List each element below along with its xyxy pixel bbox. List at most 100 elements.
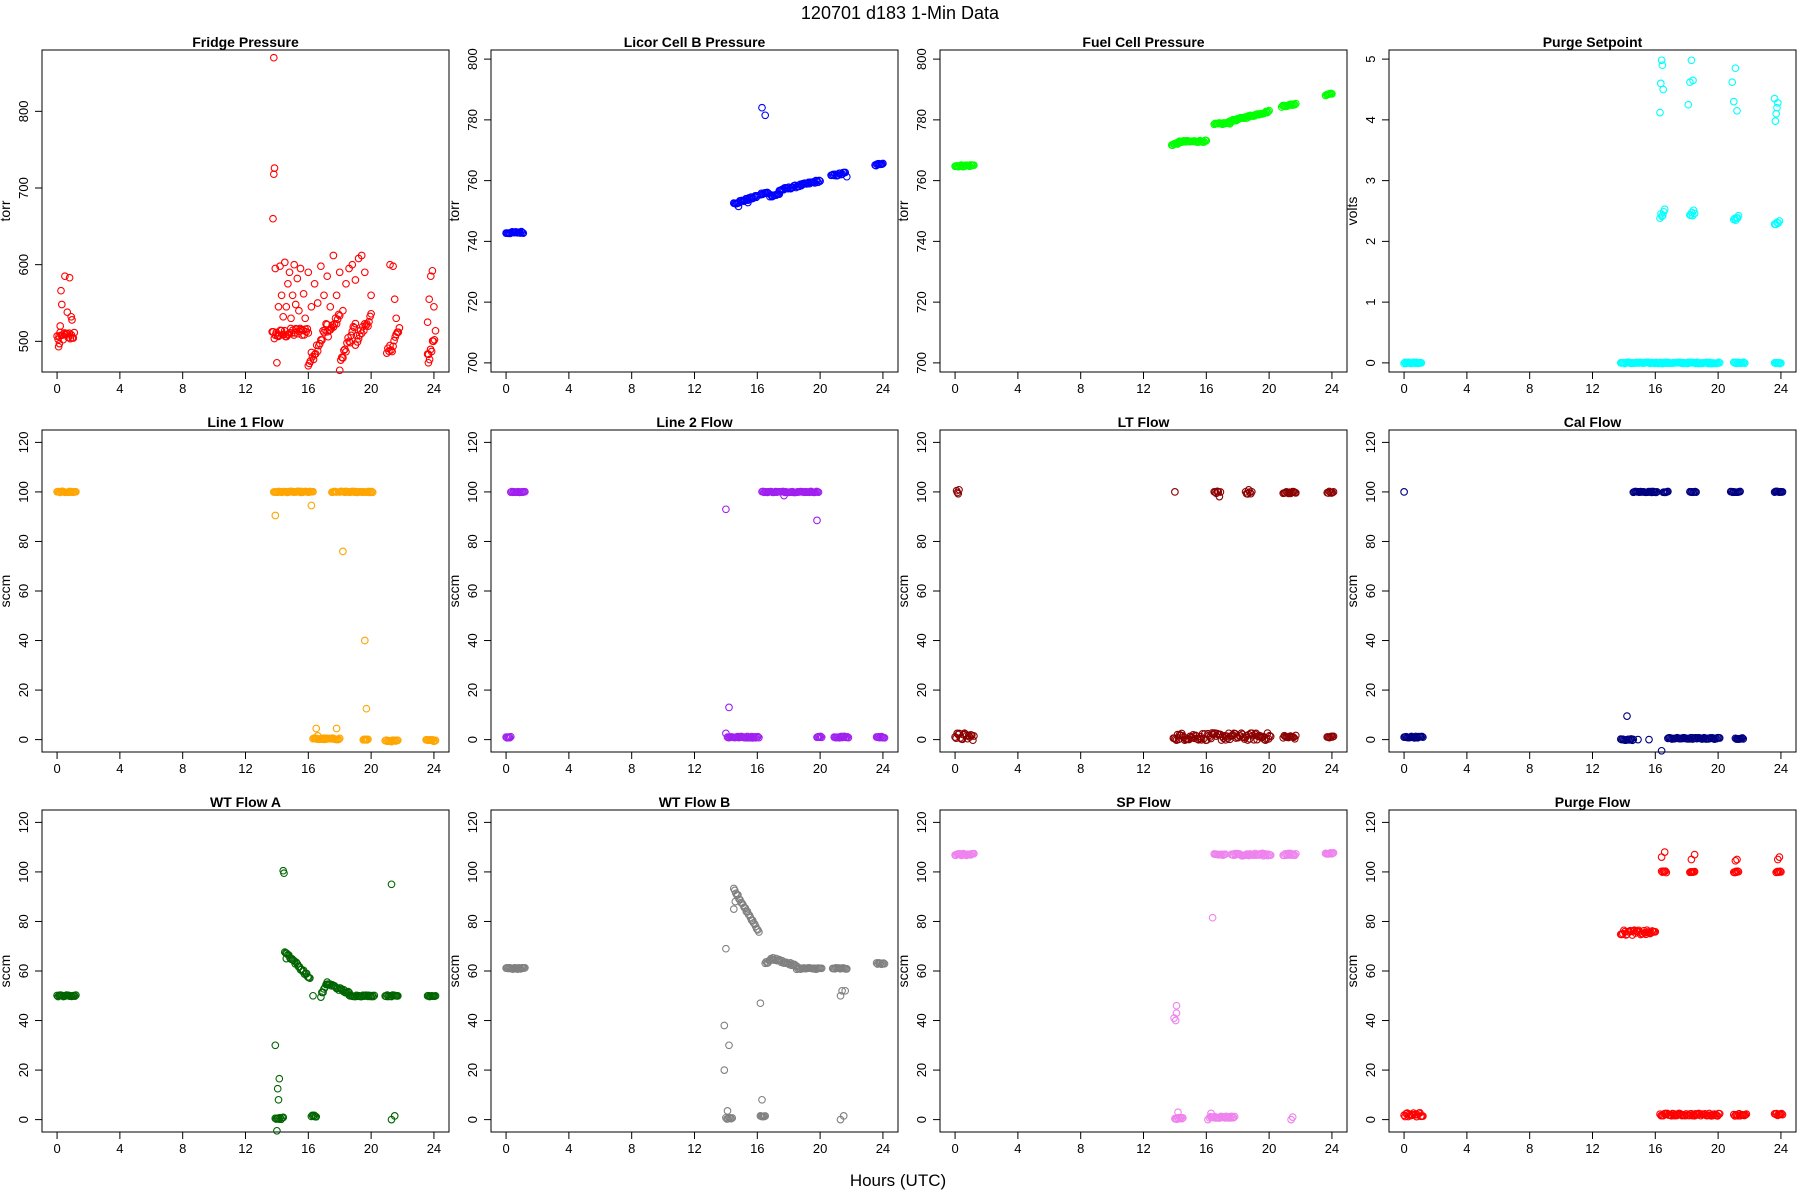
data-point [969, 736, 977, 745]
data-point [1266, 732, 1275, 741]
data-point [279, 1113, 288, 1122]
x-tick-label: 16 [1648, 761, 1662, 776]
data-point [332, 319, 341, 328]
data-point [749, 194, 758, 203]
data-point [1264, 107, 1272, 116]
y-tick-label: 40 [914, 633, 929, 647]
data-point [1221, 735, 1230, 744]
data-point [880, 959, 889, 968]
panel-title: LT Flow [1118, 414, 1170, 430]
data-point [1634, 735, 1642, 744]
data-point [521, 963, 529, 972]
data-point [720, 1021, 729, 1030]
data-point [355, 331, 364, 340]
y-tick-label: 0 [465, 736, 480, 743]
x-tick-label: 4 [1463, 761, 1470, 776]
y-tick-label: 40 [465, 1013, 480, 1027]
plot-frame [1388, 429, 1797, 753]
x-tick-label: 0 [951, 1141, 958, 1156]
y-tick-label: 80 [1363, 534, 1378, 548]
data-point [1288, 1113, 1297, 1121]
data-point [393, 736, 402, 745]
data-point [722, 729, 730, 738]
y-tick-label: 60 [1363, 964, 1378, 978]
data-point [395, 324, 404, 332]
data-point [725, 1041, 733, 1050]
data-point [1658, 61, 1667, 70]
data-point [1289, 733, 1298, 742]
panel-title: WT Flow B [659, 794, 731, 810]
data-points [502, 487, 889, 742]
x-tick-label: 8 [179, 381, 186, 396]
data-point [428, 266, 437, 275]
data-point [722, 505, 730, 514]
data-point [955, 485, 963, 494]
data-point [1172, 1009, 1181, 1017]
data-point [1773, 103, 1781, 112]
data-point [351, 276, 360, 284]
data-point [279, 312, 288, 321]
plot-frame [41, 49, 450, 373]
data-point [293, 274, 302, 283]
y-tick-label: 80 [1363, 914, 1378, 928]
y-tick-label: 0 [914, 1116, 929, 1123]
x-tick-label: 16 [750, 381, 764, 396]
y-tick-label: 60 [465, 584, 480, 598]
data-point [282, 954, 291, 963]
data-point [362, 704, 371, 713]
data-point [347, 331, 356, 340]
data-point [970, 732, 978, 740]
data-point [519, 229, 528, 238]
data-point [340, 346, 348, 355]
data-point [269, 170, 278, 179]
data-point [1265, 106, 1273, 115]
data-point [879, 159, 887, 168]
data-point [424, 358, 433, 367]
data-points [1400, 487, 1787, 755]
data-point [1202, 136, 1211, 145]
data-point [319, 988, 327, 997]
data-point [729, 905, 738, 913]
y-tick-label: 40 [1363, 633, 1378, 647]
data-point [1200, 138, 1209, 146]
data-point [505, 733, 514, 742]
panel-line-2-flow: Line 2 Flow 0 4 8 12 16 20 24 0 20 40 60 80 100 120 scc… [446, 414, 899, 776]
data-point [1689, 206, 1698, 215]
data-point [364, 735, 372, 744]
y-tick-label: 800 [465, 48, 480, 70]
y-tick-label: 760 [465, 170, 480, 192]
x-tick-label: 12 [1585, 761, 1599, 776]
data-point [317, 262, 325, 271]
data-point [273, 1084, 282, 1093]
data-point [301, 314, 310, 323]
data-point [326, 302, 335, 311]
data-point [1690, 867, 1699, 876]
data-point [299, 289, 308, 298]
data-point [285, 268, 294, 277]
y-tick-label: 40 [914, 1013, 929, 1027]
panel-title: Purge Flow [1555, 794, 1631, 810]
y-tick-label: 80 [914, 534, 929, 548]
data-point [277, 1115, 286, 1124]
data-points [502, 103, 887, 238]
data-point [1715, 358, 1724, 367]
data-point [277, 326, 286, 335]
x-tick-label: 16 [1199, 381, 1213, 396]
data-point [334, 735, 343, 744]
data-point [72, 487, 80, 496]
x-tick-label: 16 [750, 1141, 764, 1156]
y-axis-label: sccm [1344, 955, 1360, 988]
y-tick-label: 0 [1363, 359, 1378, 366]
panel-title: Purge Setpoint [1543, 34, 1643, 50]
data-point [1731, 64, 1740, 73]
data-point [1775, 853, 1784, 861]
data-point [55, 339, 64, 348]
data-point [521, 487, 529, 496]
x-tick-label: 0 [53, 381, 60, 396]
y-tick-label: 120 [465, 432, 480, 454]
x-tick-label: 20 [813, 381, 827, 396]
y-tick-label: 120 [16, 432, 31, 454]
y-axis-label: sccm [446, 955, 462, 988]
data-point [836, 991, 845, 1000]
x-tick-label: 16 [1648, 1141, 1662, 1156]
